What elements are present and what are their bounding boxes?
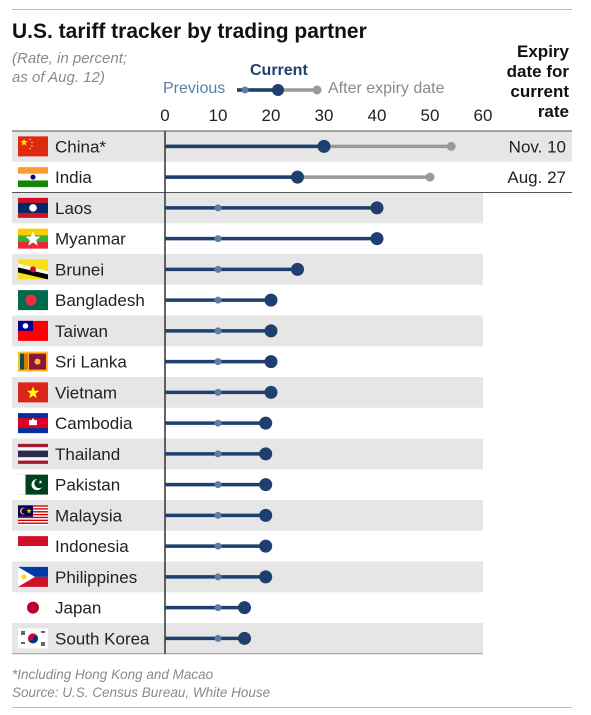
country-label: Philippines [55,568,137,587]
x-tick-label: 60 [474,106,493,125]
current-rate-dot [259,416,273,430]
expiry-band [483,131,572,162]
previous-rate-dot [214,481,222,489]
previous-rate-dot [214,327,222,335]
legend-previous-label: Previous [163,80,226,97]
current-rate-dot [291,262,304,276]
sri-lanka-flag [18,351,48,372]
previous-rate-dot [214,204,222,212]
country-label: Sri Lanka [55,353,127,372]
indonesia-flag [18,536,48,557]
previous-rate-dot [214,296,222,304]
legend-after-label: After expiry date [328,80,445,97]
country-label: Malaysia [55,506,123,525]
x-tick-label: 30 [315,106,334,125]
expiry-date: Aug. 27 [507,168,566,187]
current-rate-dot [370,201,384,215]
previous-rate-dot [214,573,222,581]
country-label: South Korea [55,629,150,648]
taiwan-flag [18,320,48,341]
previous-rate-dot [214,542,222,550]
india-flag [18,167,48,188]
current-rate-dot [370,232,384,246]
top-rule [12,9,572,10]
current-rate-dot [264,355,278,369]
cambodia-flag [18,413,48,434]
expiry-column-header: Expiry date for current rate [507,42,569,122]
previous-rate-dot [214,388,222,396]
pakistan-flag [18,474,48,495]
after-expiry-dot [446,141,456,151]
country-label: Myanmar [55,230,126,249]
chart-subtitle: (Rate, in percent; as of Aug. 12) [12,49,172,87]
current-rate-dot [238,631,251,645]
subtitle-line: (Rate, in percent; [12,50,128,67]
legend-previous-dot [241,86,249,94]
x-tick-label: 40 [368,106,387,125]
country-label: Thailand [55,445,120,464]
after-expiry-dot [425,172,435,182]
expiry-header-line: current [510,82,569,101]
footnote-source: Source: U.S. Census Bureau, White House [12,685,271,700]
x-tick-label: 10 [209,106,228,125]
south-korea-flag [18,628,48,649]
expiry-header-line: Expiry [517,42,569,61]
bottom-rule [12,707,572,708]
previous-rate-dot [214,358,222,366]
previous-rate-dot [214,450,222,458]
vietnam-flag [18,382,48,403]
x-tick-label: 20 [262,106,281,125]
footnote: *Including Hong Kong and Macao Source: U… [12,666,270,702]
country-label: Laos [55,199,92,218]
previous-rate-dot [214,634,222,642]
chart-title: U.S. tariff tracker by trading partner [12,20,367,43]
current-rate-dot [264,324,278,338]
expiry-header-line: rate [537,102,569,121]
thailand-flag [18,443,48,464]
previous-rate-dot [214,235,222,243]
country-label: India [55,168,92,187]
previous-rate-dot [214,604,222,612]
current-rate-dot [264,385,278,399]
myanmar-flag [18,228,48,249]
current-rate-dot [259,570,273,584]
country-label: Pakistan [55,476,120,495]
current-rate-dot [259,478,273,492]
legend-current-label: Current [250,62,308,79]
bangladesh-flag [18,290,48,311]
expiry-date: Nov. 10 [509,137,566,156]
x-tick-label: 50 [421,106,440,125]
country-label: Taiwan [55,322,108,341]
previous-rate-dot [214,511,222,519]
japan-flag [18,597,48,618]
current-rate-dot [291,170,304,184]
brunei-flag [18,259,48,280]
legend-after-dot [312,85,322,95]
expiry-header-line: date for [506,62,569,81]
footnote-note: *Including Hong Kong and Macao [12,667,214,682]
country-label: Cambodia [55,414,133,433]
current-rate-dot [259,508,273,522]
current-rate-dot [259,539,273,553]
country-label: China* [55,137,106,156]
country-label: Vietnam [55,383,117,402]
current-rate-dot [264,293,278,307]
current-rate-dot [317,139,331,153]
country-label: Japan [55,599,101,618]
malaysia-flag [18,505,48,526]
country-label: Indonesia [55,537,129,556]
subtitle-line: as of Aug. 12) [12,69,105,86]
laos-flag [18,197,48,218]
philippines-flag [18,566,48,587]
legend-current-dot [272,84,284,96]
previous-rate-dot [214,419,222,427]
previous-rate-dot [214,265,222,273]
china-flag [18,136,48,157]
country-label: Brunei [55,260,104,279]
current-rate-dot [259,447,273,461]
current-rate-dot [238,601,251,615]
x-tick-label: 0 [160,106,169,125]
country-label: Bangladesh [55,291,145,310]
